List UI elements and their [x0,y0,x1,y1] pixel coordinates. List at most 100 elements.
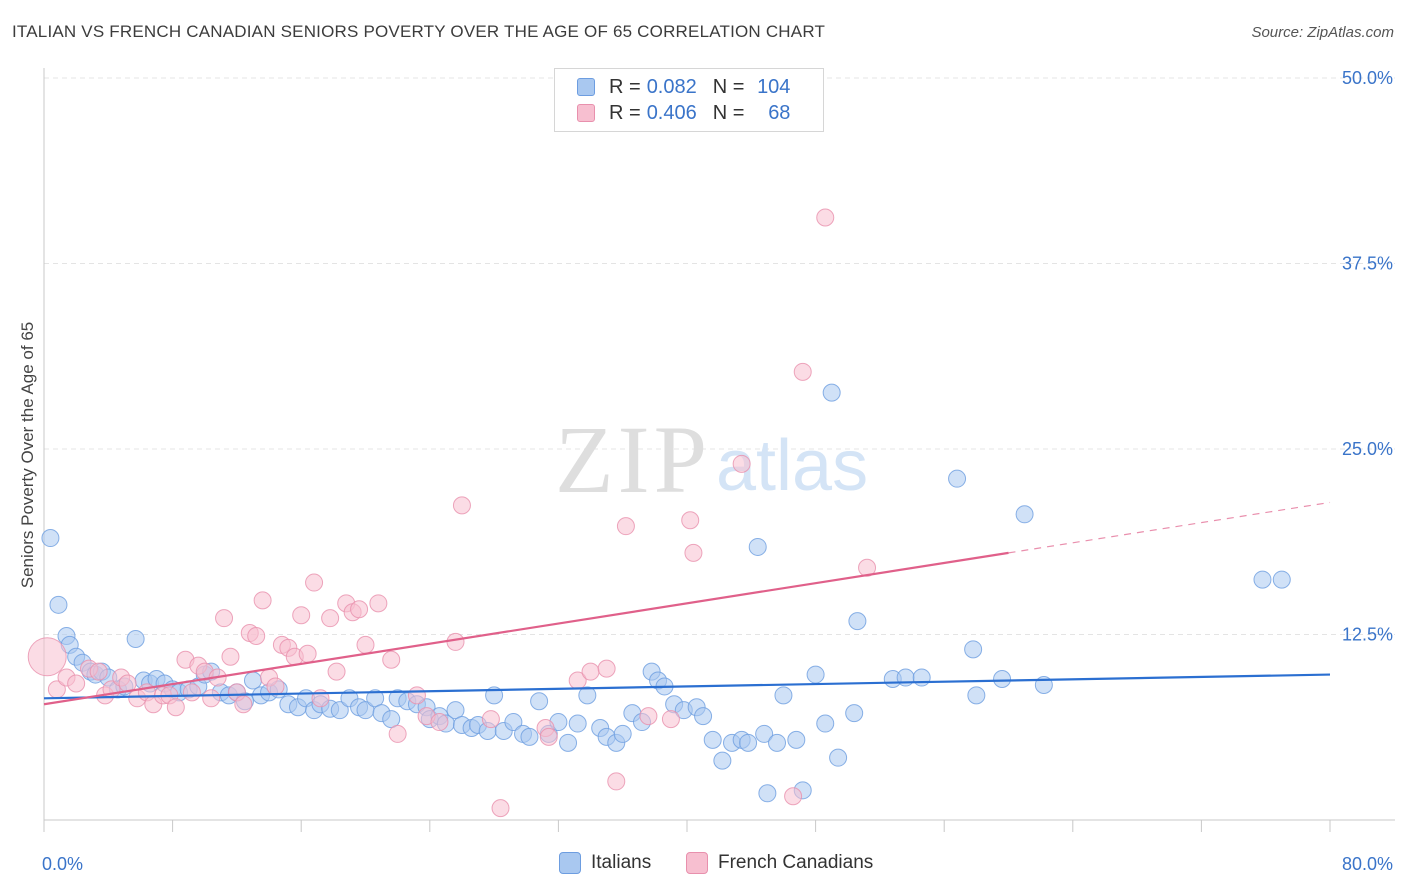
french-canadians-point [732,454,751,473]
italians-point [382,710,401,729]
french-canadians-point [491,799,510,818]
italians-point [755,724,774,743]
italians-point [967,686,986,705]
french-canadians-point [407,686,426,705]
italians-point [49,595,68,614]
italians-point [504,713,523,732]
french-canadians-point [67,674,86,693]
french-canadians-point [639,707,658,726]
french-canadians-trend-extension [1008,501,1331,554]
french-canadians-point [356,635,375,654]
french-canadians-point [784,787,803,806]
french-canadians-point [305,573,324,592]
italians-point [787,730,806,749]
n-label: N = [712,75,745,98]
italians-point [912,668,931,687]
r-label: R = [609,101,641,124]
stats-legend: R = 0.082 N = 104 R = 0.406 N = 68 [554,68,824,132]
italians-point [713,751,732,770]
french-canadians-point [215,609,234,628]
legend-label-french-canadians: French Canadians [718,852,874,873]
french-canadians-legend-swatch [686,852,708,874]
french-canadians-point [430,713,449,732]
italians-point [768,733,787,752]
italians-point [1015,505,1034,524]
italians-point [520,727,539,746]
y-tick-label-3: 50.0% [1342,68,1393,88]
french-canadians-point [350,600,369,619]
legend-label-italians: Italians [591,852,652,873]
french-canadians-swatch [577,104,595,122]
italians-point [774,686,793,705]
french-canadians-trend-line [43,551,1009,706]
french-canadians-point [234,695,253,714]
italians-point [1272,570,1291,589]
french-canadians-point [597,659,616,678]
italians-point [694,707,713,726]
italians-point [243,671,262,690]
n-label: N = [712,101,745,124]
italians-point [703,730,722,749]
x-tick-label-max: 80.0% [1342,854,1393,874]
r-label: R = [609,75,641,98]
french-canadians-point [581,662,600,681]
y-tick-label-2: 37.5% [1342,254,1393,274]
italians-point [446,701,465,720]
french-canadians-point [388,724,407,743]
y-tick-label-0: 12.5% [1342,625,1393,645]
italians-point [829,748,848,767]
italians-point [993,670,1012,689]
french-canadians-point [166,698,185,717]
trend-lines [43,501,1331,706]
italians-point [41,529,60,548]
r-value: 0.082 [646,75,697,98]
italians-point [559,733,578,752]
x-tick-label-min: 0.0% [42,854,83,874]
italians-point [822,383,841,402]
french-canadians-point [327,662,346,681]
legend-item-italians[interactable]: Italians [559,852,651,874]
italians-point [964,640,983,659]
axes [43,68,1395,832]
legend-item-french-canadians[interactable]: French Canadians [686,852,873,874]
italians-point [948,469,967,488]
italians-point [613,724,632,743]
y-axis-label: Seniors Poverty Over the Age of 65 [18,322,37,588]
italians-point [748,537,767,556]
french-canadians-point [816,208,835,227]
italians-point [845,704,864,723]
italians-point [1253,570,1272,589]
french-canadians-point [681,511,700,530]
french-canadians-point [298,644,317,663]
french-canadians-point [321,609,340,628]
french-canadians-point [266,677,285,696]
french-canadians-point [607,772,626,791]
grid-lines [44,77,1395,635]
chart-title: ITALIAN VS FRENCH CANADIAN SENIORS POVER… [12,22,826,41]
watermark-zip: ZIP [555,406,711,513]
french-canadians-point [481,710,500,729]
italians-point [126,629,145,648]
french-canadians-point [292,606,311,625]
watermark: ZIP atlas [555,406,868,513]
french-canadians-point [182,683,201,702]
french-canadians-point [858,558,877,577]
french-canadians-point [253,591,272,610]
y-tick-label-1: 25.0% [1342,439,1393,459]
italians-trend-line [43,673,1331,700]
french-canadians-point [247,626,266,645]
french-canadians-point [539,727,558,746]
french-canadians-point [27,637,67,677]
r-value: 0.406 [646,101,697,124]
italians-point [366,689,385,708]
french-canadians-point [369,594,388,613]
italians-point [816,714,835,733]
french-canadians-point [221,647,240,666]
series-legend: Italians French Canadians [0,852,1406,878]
n-value: 68 [768,101,791,124]
italians-point [578,686,597,705]
french-canadians-point [452,496,471,515]
french-canadians-point [793,362,812,381]
stats-legend-row-italians: R = 0.082 N = 104 [577,74,790,100]
